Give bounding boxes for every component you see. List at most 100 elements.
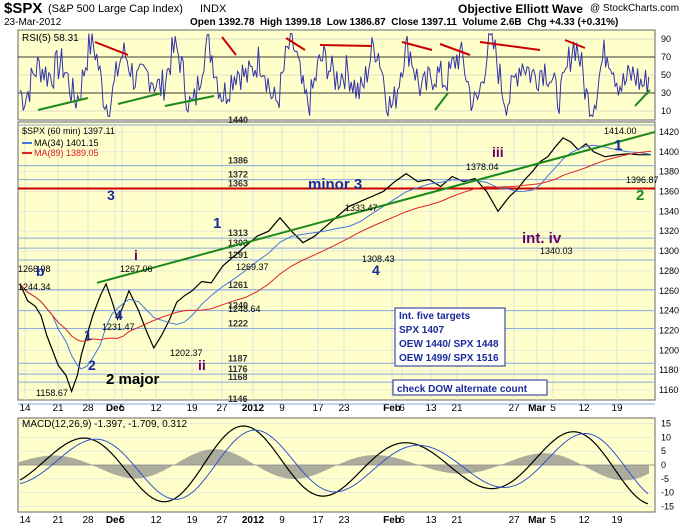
price-y-tick: 1380 <box>659 167 679 177</box>
price-annotation: 1333.47 <box>345 203 378 213</box>
price-x-tick-label: 17 <box>312 403 324 414</box>
price-x-tick-label: 27 <box>508 403 520 414</box>
price-x-tick-label: 14 <box>19 403 31 414</box>
macd-x-tick-label: 17 <box>312 515 324 526</box>
wave-label: int. iv <box>522 230 562 247</box>
chart-symbol: $SPX <box>4 0 43 17</box>
macd-x-tick-label: 27 <box>508 515 520 526</box>
wave-label: 3 <box>107 187 115 203</box>
price-x-tick-label: 2012 <box>242 403 265 414</box>
price-level-label: 1187 <box>228 353 248 363</box>
price-x-tick-label: 23 <box>338 403 350 414</box>
macd-y-tick: -10 <box>661 488 674 498</box>
rsi-y-tick: 70 <box>661 52 671 62</box>
price-annotation: 1266.98 <box>18 264 51 274</box>
price-x-tick-label: 19 <box>186 403 198 414</box>
targets-box-line: Int. five targets <box>399 311 471 322</box>
price-x-tick-label: 5 <box>550 403 556 414</box>
price-x-tick-label: 12 <box>150 403 162 414</box>
price-x-tick-label: 28 <box>82 403 94 414</box>
chart-source: Objective Elliott Wave <box>458 2 583 16</box>
price-x-tick-label: 9 <box>279 403 285 414</box>
wave-label: 4 <box>372 262 380 278</box>
rsi-green-divergence-line <box>37 97 89 111</box>
macd-y-tick: 5 <box>661 446 666 456</box>
macd-x-tick-label: 23 <box>338 515 350 526</box>
price-annotation: 1378.04 <box>466 162 499 172</box>
wave-label: 1 <box>614 137 622 154</box>
price-x-tick-label: 21 <box>52 403 64 414</box>
macd-y-tick: 10 <box>661 432 671 442</box>
price-annotation: 1414.00 <box>604 126 637 136</box>
rsi-green-divergence-line <box>117 92 163 105</box>
ma34-line <box>19 144 652 370</box>
price-y-tick: 1240 <box>659 306 679 316</box>
rsi-red-divergence-line <box>285 37 306 51</box>
macd-x-tick-label: Dec <box>106 515 125 526</box>
price-x-tick-label: 21 <box>451 403 463 414</box>
rsi-line <box>19 32 650 118</box>
price-level-label: 1313 <box>228 228 248 238</box>
macd-x-tick-label: 9 <box>279 515 285 526</box>
macd-title: MACD(12,26,9) -1.397, -1.709, 0.312 <box>22 419 188 430</box>
chart-credit: @ StockCharts.com <box>590 3 680 14</box>
macd-y-tick: 15 <box>661 419 671 429</box>
price-y-tick: 1220 <box>659 326 679 336</box>
price-y-tick: 1300 <box>659 246 679 256</box>
alternate-count-note: check DOW alternate count <box>397 384 528 395</box>
price-x-tick-label: 6 <box>399 403 405 414</box>
price-level-label: 1168 <box>228 372 248 382</box>
rsi-y-tick: 30 <box>661 88 671 98</box>
price-y-tick: 1320 <box>659 226 679 236</box>
macd-x-tick-label: 6 <box>399 515 405 526</box>
targets-box <box>394 307 506 367</box>
price-y-tick: 1180 <box>659 365 678 375</box>
price-level-label: 1303 <box>228 238 248 248</box>
wave-label: 2 <box>636 187 644 204</box>
price-level-label: 1261 <box>228 280 248 290</box>
price-annotation: 1267.06 <box>120 264 153 274</box>
macd-x-tick-label: 19 <box>611 515 623 526</box>
price-x-tick-label: 13 <box>425 403 437 414</box>
chart-exchange: INDX <box>200 3 227 15</box>
price-annotation: 1248.64 <box>228 304 261 314</box>
macd-x-tick-label: Mar <box>528 515 546 526</box>
price-level-label: 1291 <box>228 250 248 260</box>
macd-y-tick: -5 <box>661 474 669 484</box>
rsi-y-tick: 90 <box>661 34 671 44</box>
price-level-label: 1440 <box>228 115 248 125</box>
rsi-green-divergence-line <box>434 92 449 111</box>
price-annotation: 1244.34 <box>18 282 51 292</box>
targets-box-line: OEW 1440/ SPX 1448 <box>399 339 499 350</box>
macd-y-tick: -15 <box>661 501 674 511</box>
rsi-red-divergence-line <box>439 43 471 56</box>
macd-x-tick-label: 27 <box>216 515 228 526</box>
price-annotation: 1308.43 <box>362 254 395 264</box>
wave-label: i <box>134 247 138 263</box>
rsi-green-divergence-line <box>634 89 651 107</box>
macd-x-tick-label: 5 <box>119 515 125 526</box>
price-annotation: 1269.37 <box>236 262 269 272</box>
price-legend-ma89: MA(89) 1389.05 <box>34 148 99 158</box>
rsi-red-divergence-line <box>94 41 129 56</box>
price-x-tick-label: 19 <box>611 403 623 414</box>
macd-x-tick-label: 2012 <box>242 515 265 526</box>
chart-name: (S&P 500 Large Cap Index) <box>48 3 183 15</box>
price-y-tick: 1200 <box>659 345 679 355</box>
ma89-line <box>19 150 652 342</box>
price-annotation: 1202.37 <box>170 348 203 358</box>
chart-quote: Open 1392.78 High 1399.18 Low 1386.87 Cl… <box>190 17 619 28</box>
macd-x-tick-label: 14 <box>19 515 31 526</box>
price-annotation: 1396.87 <box>626 175 659 185</box>
price-level-label: 1363 <box>228 179 248 189</box>
macd-x-tick-label: 28 <box>82 515 94 526</box>
price-y-tick: 1160 <box>659 385 678 395</box>
wave-label: 1 <box>213 215 221 232</box>
price-x-tick-label: 27 <box>216 403 228 414</box>
price-y-tick: 1280 <box>659 266 679 276</box>
price-x-tick-label: 12 <box>578 403 590 414</box>
price-level-label: 1176 <box>228 364 248 374</box>
macd-x-tick-label: 12 <box>578 515 590 526</box>
macd-x-tick-label: 21 <box>451 515 463 526</box>
